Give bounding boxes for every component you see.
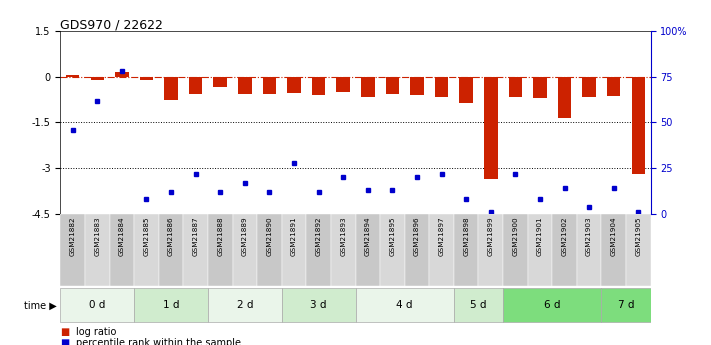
- Text: GSM21905: GSM21905: [635, 216, 641, 256]
- Bar: [90, 77, 104, 80]
- Text: GSM21890: GSM21890: [267, 216, 272, 256]
- Bar: [602, 288, 651, 322]
- Text: 7 d: 7 d: [618, 299, 634, 309]
- Bar: [287, 77, 301, 92]
- Text: GSM21898: GSM21898: [463, 216, 469, 256]
- Text: GSM21885: GSM21885: [144, 216, 149, 256]
- Bar: [336, 77, 350, 92]
- Text: GSM21900: GSM21900: [513, 216, 518, 256]
- Bar: [356, 214, 380, 286]
- Bar: [533, 77, 547, 98]
- Bar: [356, 288, 454, 322]
- Text: 5 d: 5 d: [470, 299, 487, 309]
- Bar: [262, 77, 276, 93]
- Bar: [312, 77, 326, 95]
- Text: GDS970 / 22622: GDS970 / 22622: [60, 18, 164, 31]
- Bar: [459, 77, 473, 103]
- Bar: [602, 214, 626, 286]
- Text: GSM21884: GSM21884: [119, 216, 125, 256]
- Text: GSM21904: GSM21904: [611, 216, 616, 256]
- Text: ■: ■: [60, 327, 70, 337]
- Bar: [503, 214, 528, 286]
- Bar: [435, 77, 449, 97]
- Bar: [115, 72, 129, 77]
- Bar: [60, 288, 134, 322]
- Bar: [454, 288, 503, 322]
- Bar: [429, 214, 454, 286]
- Bar: [189, 77, 203, 93]
- Text: log ratio: log ratio: [76, 327, 117, 337]
- Text: 0 d: 0 d: [89, 299, 105, 309]
- Text: GSM21892: GSM21892: [316, 216, 321, 256]
- Bar: [626, 214, 651, 286]
- Bar: [208, 214, 232, 286]
- Bar: [109, 214, 134, 286]
- Bar: [577, 214, 602, 286]
- Bar: [282, 214, 306, 286]
- Bar: [306, 214, 331, 286]
- Bar: [631, 77, 645, 174]
- Bar: [607, 77, 621, 96]
- Bar: [484, 77, 498, 179]
- Bar: [257, 214, 282, 286]
- Text: GSM21891: GSM21891: [291, 216, 297, 256]
- Text: GSM21887: GSM21887: [193, 216, 198, 256]
- Text: 1 d: 1 d: [163, 299, 179, 309]
- Bar: [282, 288, 356, 322]
- Bar: [557, 77, 571, 118]
- Bar: [552, 214, 577, 286]
- Bar: [238, 77, 252, 95]
- Bar: [213, 77, 227, 87]
- Text: GSM21899: GSM21899: [488, 216, 493, 256]
- Bar: [232, 214, 257, 286]
- Bar: [479, 214, 503, 286]
- Bar: [164, 77, 178, 100]
- Bar: [385, 77, 399, 93]
- Text: GSM21903: GSM21903: [586, 216, 592, 256]
- Bar: [183, 214, 208, 286]
- Bar: [60, 214, 85, 286]
- Bar: [134, 214, 159, 286]
- Text: GSM21889: GSM21889: [242, 216, 248, 256]
- Bar: [331, 214, 356, 286]
- Text: GSM21888: GSM21888: [218, 216, 223, 256]
- Bar: [503, 288, 602, 322]
- Bar: [140, 77, 154, 80]
- Text: GSM21896: GSM21896: [414, 216, 420, 256]
- Text: 6 d: 6 d: [544, 299, 560, 309]
- Bar: [582, 77, 596, 98]
- Bar: [380, 214, 405, 286]
- Text: GSM21883: GSM21883: [95, 216, 100, 256]
- Text: 4 d: 4 d: [397, 299, 413, 309]
- Bar: [508, 77, 522, 97]
- Text: GSM21901: GSM21901: [537, 216, 543, 256]
- Text: GSM21893: GSM21893: [340, 216, 346, 256]
- Text: 2 d: 2 d: [237, 299, 253, 309]
- Text: GSM21882: GSM21882: [70, 216, 76, 256]
- Bar: [454, 214, 479, 286]
- Bar: [528, 214, 552, 286]
- Text: GSM21886: GSM21886: [168, 216, 174, 256]
- Bar: [134, 288, 208, 322]
- Text: GSM21894: GSM21894: [365, 216, 371, 256]
- Bar: [361, 77, 375, 97]
- Text: GSM21895: GSM21895: [390, 216, 395, 256]
- Text: time ▶: time ▶: [24, 300, 57, 310]
- Bar: [410, 77, 424, 95]
- Bar: [208, 288, 282, 322]
- Text: ■: ■: [60, 338, 70, 345]
- Text: GSM21902: GSM21902: [562, 216, 567, 256]
- Bar: [159, 214, 183, 286]
- Bar: [405, 214, 429, 286]
- Text: percentile rank within the sample: percentile rank within the sample: [76, 338, 241, 345]
- Text: GSM21897: GSM21897: [439, 216, 444, 256]
- Bar: [85, 214, 109, 286]
- Text: 3 d: 3 d: [311, 299, 327, 309]
- Bar: [66, 75, 80, 77]
